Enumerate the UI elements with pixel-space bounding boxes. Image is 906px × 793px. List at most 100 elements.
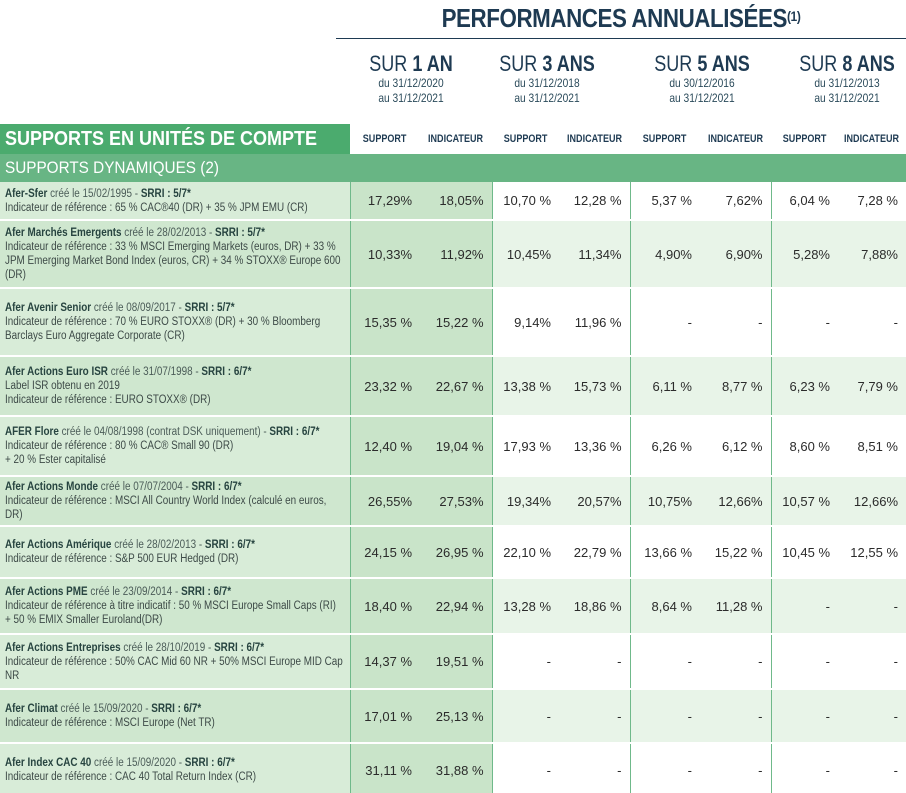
fund-benchmark-line: Indicateur de référence : MSCI All Count… <box>5 495 327 521</box>
indicateur-value: 7,88% <box>838 220 906 289</box>
fund-benchmark-line: Indicateur de référence à titre indicati… <box>5 600 336 626</box>
support-value: 5,28% <box>770 220 838 289</box>
fund-created: créé le 15/02/1995 - <box>50 187 141 200</box>
support-value: 17,01 % <box>349 689 420 744</box>
support-value: 13,28 % <box>491 578 559 635</box>
subsection-row: SUPPORTS DYNAMIQUES (2) <box>0 154 906 182</box>
support-value: - <box>770 288 838 357</box>
indicateur-value: 8,77 % <box>700 356 771 417</box>
support-value: - <box>770 689 838 744</box>
fund-description: Afer Actions Monde créé le 07/07/2004 - … <box>0 476 350 527</box>
fund-benchmark-line: Label ISR obtenu en 2019 <box>5 380 120 392</box>
fund-row: Afer Actions Amérique créé le 28/02/2013… <box>0 526 906 579</box>
section-title: SUPPORTS EN UNITÉS DE COMPTE <box>0 124 350 154</box>
fund-created: créé le 15/09/2020 - <box>94 757 185 769</box>
support-value: 15,35 % <box>349 288 420 357</box>
support-value: 10,75% <box>629 476 700 527</box>
fund-benchmark-line: Indicateur de référence : 80 % CAC® Smal… <box>5 440 234 452</box>
support-value: 4,90% <box>629 220 700 289</box>
indicateur-value: 6,90% <box>700 220 771 289</box>
fund-row: Afer Actions Monde créé le 07/07/2004 - … <box>0 476 906 527</box>
period-3-years: SUR 3 ANS du 31/12/2018 au 31/12/2021 <box>499 51 595 106</box>
fund-description: Afer Avenir Senior créé le 08/09/2017 - … <box>0 288 350 357</box>
support-value: 22,10 % <box>491 526 559 579</box>
fund-benchmark-line: Indicateur de référence : CAC 40 Total R… <box>5 771 257 783</box>
fund-name: Afer Actions Monde <box>5 481 99 493</box>
fund-srri: SRRI : 6/7* <box>269 426 320 438</box>
title-divider <box>336 38 906 39</box>
indicateur-value: 7,79 % <box>838 356 906 417</box>
support-value: 10,70 % <box>491 182 559 221</box>
indicateur-value: 13,36 % <box>559 416 630 477</box>
indicateur-value: 22,94 % <box>420 578 492 635</box>
fund-row: Afer Climat créé le 15/09/2020 - SRRI : … <box>0 689 906 744</box>
fund-srri: SRRI : 6/7* <box>214 641 265 654</box>
col-support-3ans: SUPPORT <box>503 133 548 145</box>
support-value: 9,14% <box>491 288 559 357</box>
indicateur-value: 12,66% <box>700 476 771 527</box>
indicateur-value: 15,73 % <box>559 356 630 417</box>
col-indicateur-3ans: INDICATEUR <box>567 133 622 145</box>
indicateur-value: 8,51 % <box>838 416 906 477</box>
indicateur-value: - <box>838 288 906 357</box>
fund-benchmark-line: Indicateur de référence : EURO STOXX® (D… <box>5 394 211 406</box>
support-value: 10,45 % <box>770 526 838 579</box>
fund-description: Afer Actions Amérique créé le 28/02/2013… <box>0 526 350 579</box>
indicateur-value: 12,66% <box>838 476 906 527</box>
fund-name: Afer Actions Entreprises <box>5 641 121 654</box>
fund-created: créé le 08/09/2017 - <box>93 302 185 314</box>
indicateur-value: 15,22 % <box>700 526 771 579</box>
fund-description: Afer Climat créé le 15/09/2020 - SRRI : … <box>0 689 350 744</box>
support-value: 18,40 % <box>349 578 420 635</box>
fund-description: Afer Actions Entreprises créé le 28/10/2… <box>0 634 350 690</box>
indicateur-value: 26,95 % <box>420 526 492 579</box>
support-value: - <box>629 634 700 690</box>
fund-name: Afer Climat <box>5 703 58 715</box>
support-value: 23,32 % <box>349 356 420 417</box>
support-value: 6,26 % <box>629 416 700 477</box>
indicateur-value: 31,88 % <box>420 743 492 793</box>
fund-name: Afer Marchés Emergents <box>5 227 122 239</box>
fund-description: Afer-Sfer créé le 15/02/1995 - SRRI : 5/… <box>0 182 350 221</box>
fund-benchmark-line: Indicateur de référence : MSCI Europe (N… <box>5 717 215 729</box>
indicateur-value: - <box>559 634 630 690</box>
indicateur-value: 19,51 % <box>420 634 492 690</box>
indicateur-value: - <box>700 634 771 690</box>
fund-row: Afer Actions Euro ISR créé le 31/07/1998… <box>0 356 906 417</box>
indicateur-value: - <box>700 689 771 744</box>
indicateur-value: 11,96 % <box>559 288 630 357</box>
period-1-year: SUR 1 AN du 31/12/2020 au 31/12/2021 <box>369 51 453 106</box>
fund-name: Afer Actions Amérique <box>5 539 112 551</box>
support-value: 17,93 % <box>491 416 559 477</box>
support-value: - <box>491 634 559 690</box>
indicateur-value: - <box>700 743 771 793</box>
fund-description: Afer Actions PME créé le 23/09/2014 - SR… <box>0 578 350 635</box>
support-value: - <box>770 578 838 635</box>
fund-created: créé le 28/10/2019 - <box>123 641 215 654</box>
fund-created: créé le 31/07/1998 - <box>110 366 202 378</box>
fund-srri: SRRI : 5/7* <box>140 187 191 200</box>
support-value: 13,38 % <box>491 356 559 417</box>
indicateur-value: 19,04 % <box>420 416 492 477</box>
page-title: PERFORMANCES ANNUALISÉES(1) <box>441 3 801 33</box>
fund-name: AFER Flore <box>5 426 59 438</box>
fund-created: créé le 07/07/2004 - <box>100 481 192 493</box>
period-5-years: SUR 5 ANS du 30/12/2016 au 31/12/2021 <box>654 51 750 106</box>
indicateur-value: 20,57% <box>559 476 630 527</box>
support-value: 10,33% <box>349 220 420 289</box>
col-indicateur-8ans: INDICATEUR <box>844 133 900 145</box>
fund-description: Afer Actions Euro ISR créé le 31/07/1998… <box>0 356 350 417</box>
column-header-row: SUPPORTS EN UNITÉS DE COMPTE SUPPORT IND… <box>0 124 906 154</box>
indicateur-value: - <box>559 743 630 793</box>
indicateur-value: 11,34% <box>559 220 630 289</box>
indicateur-value: 22,79 % <box>559 526 630 579</box>
indicateur-value: 12,55 % <box>838 526 906 579</box>
fund-created: créé le 04/08/1998 (contrat DSK uniqueme… <box>61 426 270 438</box>
fund-row: Afer Index CAC 40 créé le 15/09/2020 - S… <box>0 743 906 793</box>
fund-srri: SRRI : 5/7* <box>215 227 266 239</box>
col-indicateur-1an: INDICATEUR <box>428 133 484 145</box>
support-value: - <box>491 743 559 793</box>
support-value: 5,37 % <box>629 182 700 221</box>
indicateur-value: 12,28 % <box>559 182 630 221</box>
support-value: - <box>629 743 700 793</box>
